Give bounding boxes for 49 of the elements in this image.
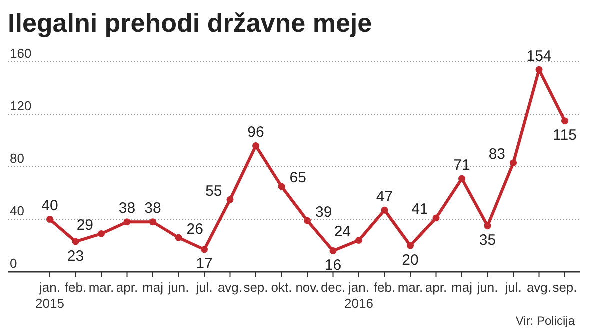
x-tick-label: dec. xyxy=(320,280,346,295)
data-label: 26 xyxy=(186,220,204,238)
data-label: 40 xyxy=(42,198,58,214)
data-label: 16 xyxy=(324,257,342,274)
data-label: 55 xyxy=(206,182,222,200)
text: Vir: Policija xyxy=(516,314,576,328)
x-tick-label: jul. xyxy=(195,280,213,295)
data-label: 47 xyxy=(376,188,394,206)
chart-title: Ilegalni prehodi državne meje xyxy=(8,8,372,38)
x-tick-label: maj xyxy=(142,280,164,295)
data-label: 38 xyxy=(118,200,136,218)
x-tick-label: okt. xyxy=(271,280,292,295)
data-label: 71 xyxy=(454,156,470,174)
x-tick-label: jun. xyxy=(476,280,498,295)
data-label: 29 xyxy=(76,216,94,234)
x-tick-label: nov. xyxy=(296,280,320,295)
x-tick-label: apr. xyxy=(116,280,138,295)
data-label: 24 xyxy=(334,224,351,240)
x-tick-label: jul. xyxy=(504,280,522,295)
data-label: 20 xyxy=(402,252,419,269)
x-tick-label: mar. xyxy=(398,280,424,295)
data-label: 17 xyxy=(196,256,213,273)
data-label: 41 xyxy=(412,201,428,218)
data-label: 65 xyxy=(290,170,306,187)
data-label: 38 xyxy=(144,200,162,218)
x-tick-label: sep. xyxy=(244,280,268,295)
data-label: 39 xyxy=(316,204,332,221)
x-tick-label: feb. xyxy=(374,280,396,295)
x-tick-label: apr. xyxy=(425,280,448,295)
y-tick-label: 0 xyxy=(10,256,18,271)
y-tick-label: 120 xyxy=(10,98,32,114)
x-tick-label: sep. xyxy=(552,280,578,295)
x-tick-label: jan. 2016 xyxy=(344,280,374,311)
y-tick-label: 80 xyxy=(10,151,24,166)
data-label: 115 xyxy=(553,127,577,144)
x-tick-label: jun. xyxy=(167,280,190,295)
data-label: 83 xyxy=(488,146,506,164)
y-tick-label: 160 xyxy=(10,46,32,61)
data-label: 35 xyxy=(479,232,496,250)
y-tick-label: 40 xyxy=(10,204,24,218)
x-tick-label: maj xyxy=(452,280,473,295)
data-label: 23 xyxy=(67,248,84,265)
x-tick-label: feb. xyxy=(64,280,87,295)
x-tick-label: avg. xyxy=(218,280,243,295)
x-tick-label: mar. xyxy=(88,280,114,295)
x-tick-label: avg. xyxy=(526,280,552,295)
data-label: 154 xyxy=(526,48,552,65)
x-tick-label: jan. 2015 xyxy=(36,280,64,311)
data-label: 96 xyxy=(248,124,264,141)
